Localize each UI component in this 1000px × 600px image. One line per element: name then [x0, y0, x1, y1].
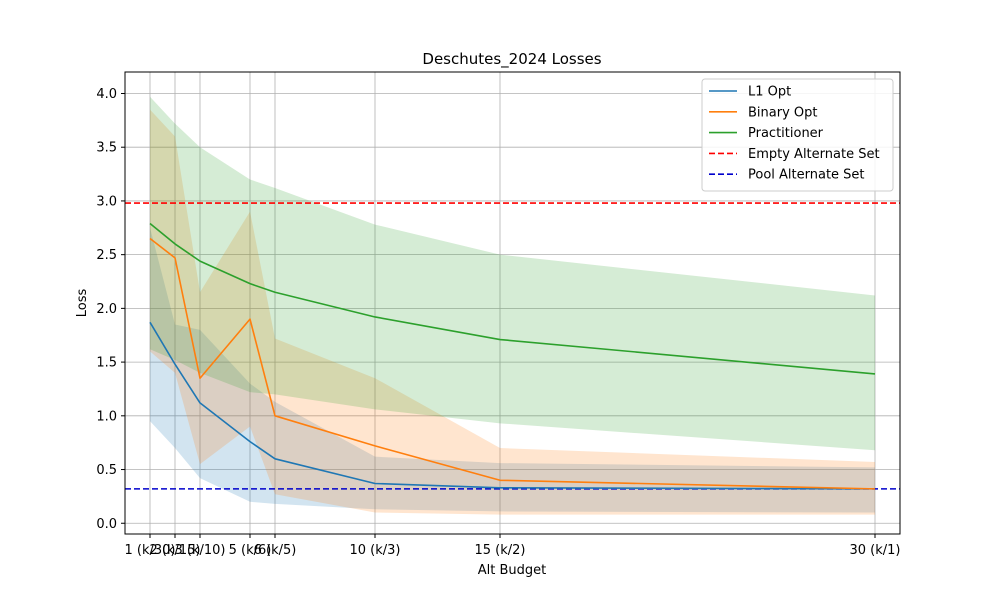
y-tick-label: 3.0 — [96, 194, 117, 209]
y-tick-label: 2.5 — [96, 248, 117, 263]
y-tick-label: 2.0 — [96, 302, 117, 317]
legend-label: Empty Alternate Set — [748, 147, 880, 162]
x-tick-label: 2 (k/15) — [150, 543, 201, 558]
series-line — [149, 222, 876, 375]
y-axis-label: Loss — [75, 289, 90, 318]
confidence-band — [150, 109, 875, 515]
series-line — [149, 321, 876, 490]
x-tick-label: 5 (k/6) — [229, 543, 272, 558]
chart-title: Deschutes_2024 Losses — [422, 50, 601, 69]
legend-box — [701, 78, 894, 192]
y-tick-label: 4.0 — [96, 87, 117, 102]
confidence-band — [150, 96, 875, 451]
plot-area: 0.0 0.5 1.0 1.5 2.0 2.5 3.0 3.5 4.0 1 (k/30)2 (k/… — [96, 71, 901, 558]
y-tick-label: 1.0 — [96, 409, 117, 424]
y-tick-label: 1.5 — [96, 356, 117, 371]
x-axis-label: Alt Budget — [478, 563, 547, 578]
legend-label: Binary Opt — [748, 105, 818, 120]
y-tick-label: 3.5 — [96, 141, 117, 156]
legend-label: Pool Alternate Set — [748, 168, 865, 183]
y-tick-label: 0.5 — [96, 463, 117, 478]
legend-label: Practitioner — [748, 126, 824, 141]
x-tick-label: 3 (k/10) — [175, 543, 226, 558]
x-tick-label: 10 (k/3) — [350, 543, 401, 558]
legend: L1 Opt Binary Opt Practitioner Empty Altern… — [701, 78, 894, 192]
plot-frame — [124, 71, 901, 535]
x-tick-label: 1 (k/30) — [125, 543, 176, 558]
x-tick-label: 15 (k/2) — [475, 543, 526, 558]
x-tick-label: 6 (k/5) — [254, 543, 297, 558]
x-tick-label: 30 (k/1) — [850, 543, 901, 558]
y-tick-label: 0.0 — [96, 517, 117, 532]
confidence-band — [150, 227, 875, 513]
series-line — [149, 237, 876, 490]
legend-label: L1 Opt — [748, 85, 791, 100]
